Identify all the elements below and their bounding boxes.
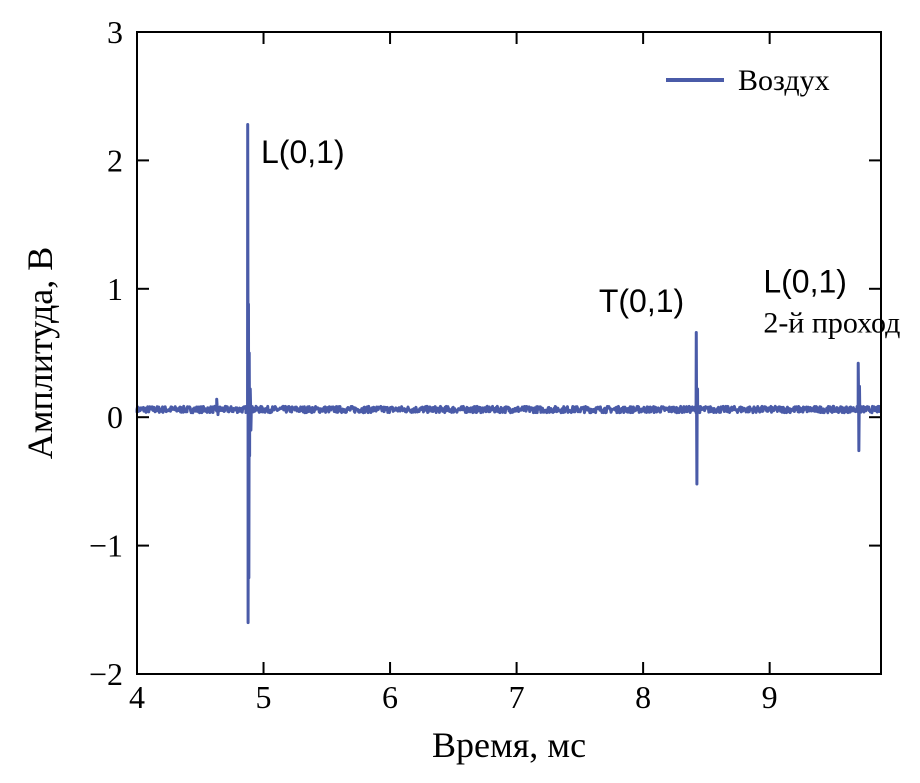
legend-label: Воздух [738,64,830,97]
y-tick-label: 1 [107,271,123,307]
x-tick-label: 7 [509,679,525,715]
y-tick-label: 2 [107,142,123,178]
x-tick-label: 5 [256,679,272,715]
text-layer: 4 5 6 7 8 9 −2 −1 0 1 2 3 Время, мс Амплитуда, В Возду… [20,14,900,765]
annotation-label: L(0,1) [763,264,847,300]
annotation-label: L(0,1) [261,134,345,170]
y-axis-label: Амплитуда, В [20,247,60,460]
y-tick-label: −2 [89,656,123,692]
series-line-vozdukh [135,122,882,625]
plot-frame [136,31,882,675]
axes-layer [136,31,882,675]
plot-layer [135,122,882,625]
x-tick-label: 4 [129,679,145,715]
x-tick-label: 8 [635,679,651,715]
y-tick-label: 0 [107,399,123,435]
annotation-label: 2-й проход [763,306,900,339]
x-axis-label: Время, мс [432,725,586,765]
x-tick-label: 6 [382,679,398,715]
annotation-label: T(0,1) [599,283,684,319]
y-tick-label: 3 [107,14,123,50]
y-tick-label: −1 [89,528,123,564]
x-tick-label: 9 [762,679,778,715]
